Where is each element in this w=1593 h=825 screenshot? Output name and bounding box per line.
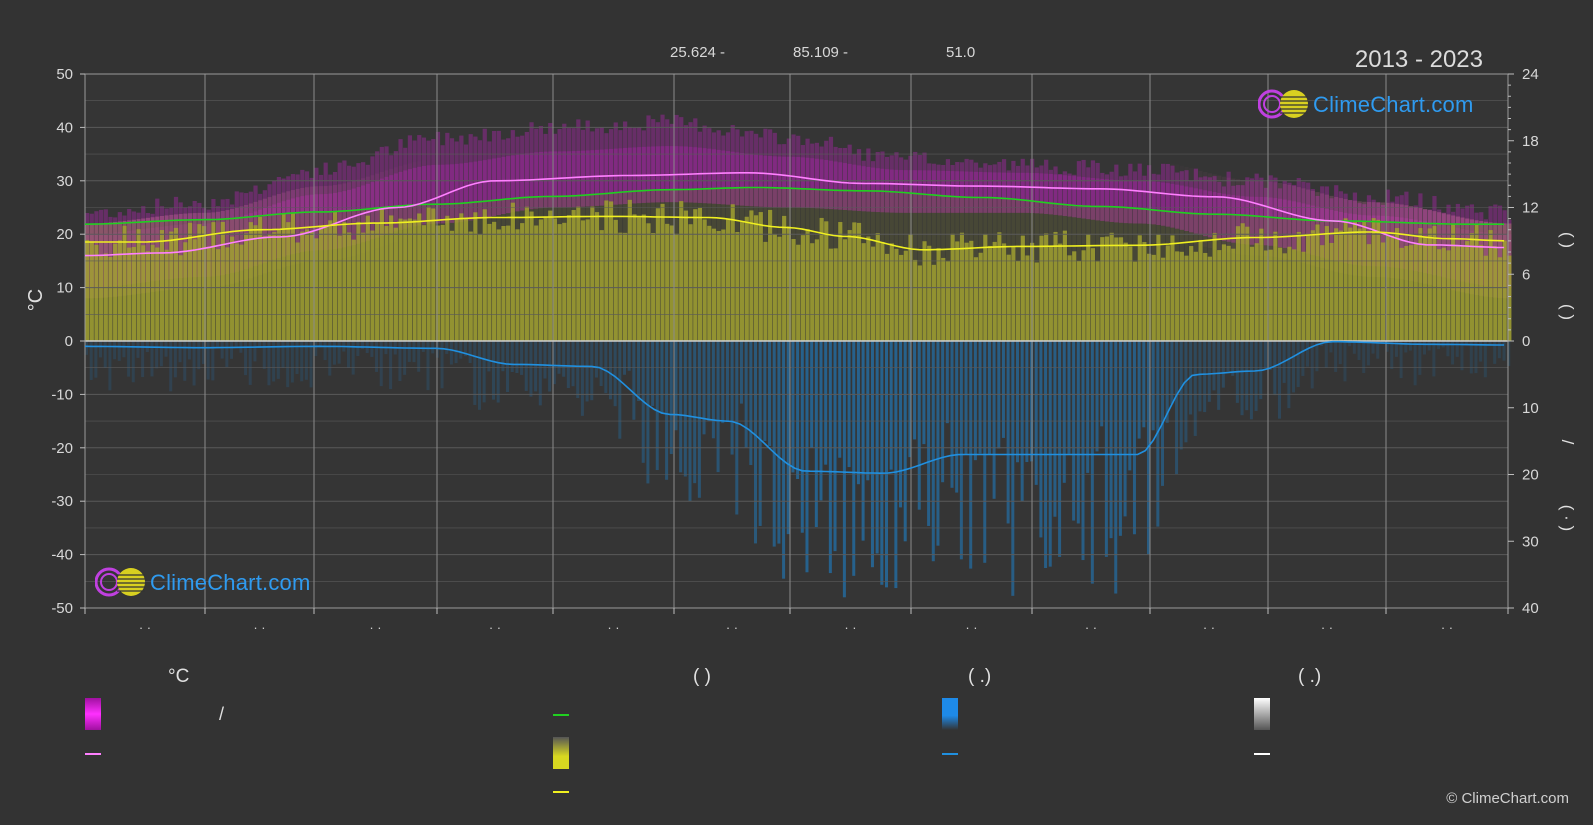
- right-precip-tick-label: 20: [1522, 467, 1539, 484]
- month-label: · ·: [489, 620, 501, 635]
- climechart-logo-icon: [95, 567, 145, 597]
- month-label: · ·: [369, 620, 381, 635]
- sunshine-line: [85, 215, 1505, 251]
- daylight-line: [84, 186, 1505, 225]
- left-tick-label: 50: [56, 66, 73, 83]
- legend-temperature-heading: °C: [168, 666, 190, 687]
- right-axis-title: ( · ): [1558, 505, 1577, 531]
- month-label: · ·: [965, 620, 977, 635]
- left-tick-label: -10: [51, 386, 73, 403]
- chart-grid: [84, 73, 1509, 609]
- left-tick-label: 40: [56, 119, 73, 136]
- right-precip-tick-label: 10: [1522, 400, 1539, 417]
- left-tick-label: 0: [65, 333, 73, 350]
- legend-sunshine-line-swatch: [553, 791, 569, 793]
- month-label: · ·: [253, 620, 265, 635]
- right-hours-tick-label: 6: [1522, 266, 1530, 283]
- left-tick-label: -20: [51, 440, 73, 457]
- left-tick-label: -30: [51, 493, 73, 510]
- elevation-label: 51.0: [946, 44, 976, 61]
- month-label: · ·: [607, 620, 619, 635]
- legend-snow-heading: ( .): [1298, 666, 1322, 687]
- precipitation-fill: [85, 341, 1511, 598]
- legend-snow-swatch: [1254, 698, 1270, 730]
- legend-slash: /: [219, 704, 225, 724]
- legend-temp-range-swatch: [85, 698, 101, 730]
- chart-axes: 50 40 30 20 10 0 -10 -20 -30 -40 -50 24 18 12 6 0 10 20 30…: [25, 66, 1577, 635]
- left-tick-label: -50: [51, 600, 73, 617]
- left-tick-label: 20: [56, 226, 73, 243]
- month-label: · ·: [726, 620, 738, 635]
- legend-hours-heading: ( ): [693, 666, 711, 687]
- right-axis-title: /: [1558, 440, 1577, 445]
- legend-mean-temp-swatch: [85, 753, 101, 755]
- legend-daylight-swatch: [553, 714, 569, 716]
- chart-lines-layer: [84, 172, 1505, 475]
- sunshine-fill: [85, 187, 1512, 341]
- right-precip-tick-label: 40: [1522, 600, 1539, 617]
- left-tick-label: 30: [56, 173, 73, 190]
- left-tick-label: 10: [56, 280, 73, 297]
- month-label: · ·: [139, 620, 151, 635]
- brand-text-bottom: ClimeChart.com: [150, 570, 311, 595]
- left-axis-title: °C: [25, 289, 47, 311]
- chart-fill-layer: [85, 74, 1512, 608]
- right-axis-title: ( ): [1558, 304, 1577, 320]
- copyright-text: © ClimeChart.com: [1446, 790, 1569, 807]
- left-tick-label: -40: [51, 547, 73, 564]
- legend-snow-line-swatch: [1254, 753, 1270, 755]
- brand-text-top: ClimeChart.com: [1313, 92, 1474, 117]
- legend-sunshine-swatch: [553, 737, 569, 769]
- right-hours-tick-label: 12: [1522, 200, 1539, 217]
- month-label: · ·: [1203, 620, 1215, 635]
- right-hours-tick-label: 24: [1522, 66, 1539, 83]
- longitude-label: 85.109 -: [793, 44, 849, 61]
- month-label: · ·: [1085, 620, 1097, 635]
- month-label: · ·: [1441, 620, 1453, 635]
- latitude-label: 25.624 -: [670, 44, 726, 61]
- legend-rain-line-swatch: [942, 753, 958, 755]
- right-precip-tick-label: 30: [1522, 533, 1539, 550]
- right-hours-tick-label: 18: [1522, 133, 1539, 150]
- month-label: · ·: [1321, 620, 1333, 635]
- period-label: 2013 - 2023: [1354, 46, 1483, 73]
- right-hours-tick-label: 0: [1522, 333, 1530, 350]
- month-label: · ·: [844, 620, 856, 635]
- legend-rain-heading: ( .): [968, 666, 992, 687]
- climechart-logo-icon: [1258, 89, 1308, 119]
- right-axis-title: ( ): [1558, 232, 1577, 248]
- mean-temperature-line: [84, 172, 1505, 257]
- precipitation-line: [84, 340, 1505, 475]
- legend-rain-swatch: [942, 698, 958, 730]
